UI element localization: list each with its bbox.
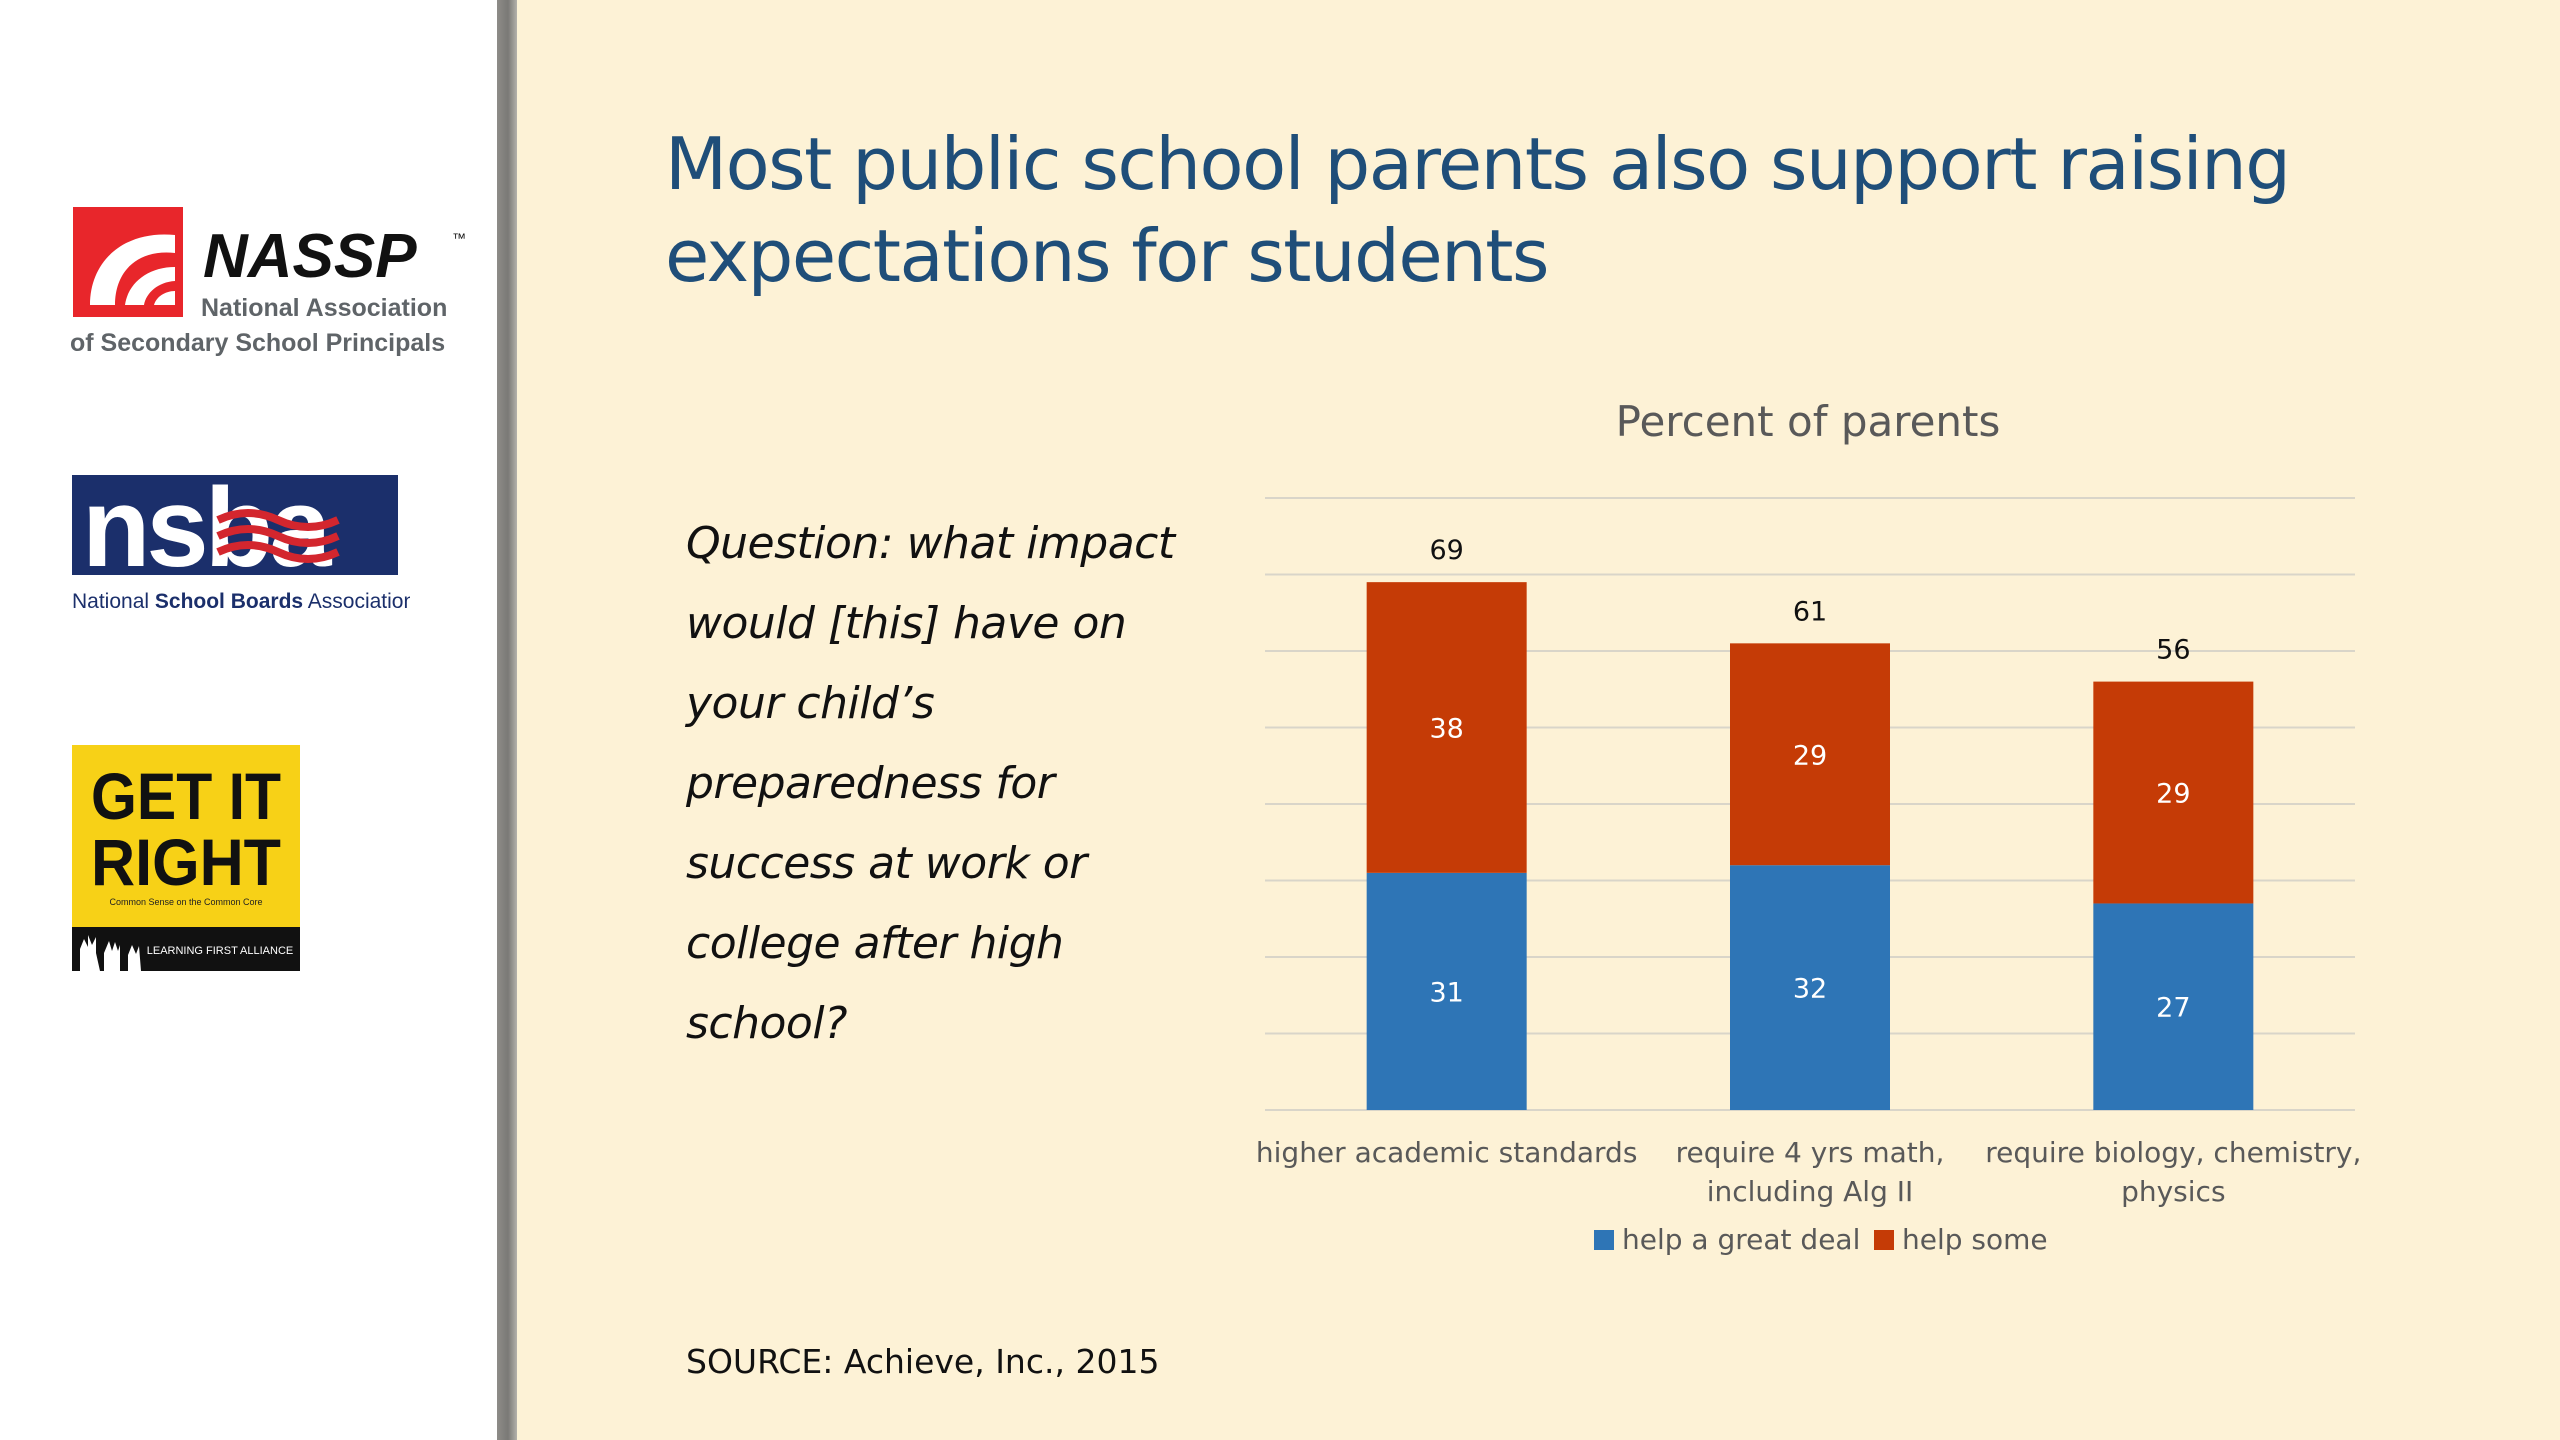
- category-tick-label: higher academic standards: [1256, 1136, 1638, 1169]
- nsba-logo: nsba National School Boards Association: [72, 470, 410, 613]
- raised-hands-icon: [80, 935, 141, 971]
- bar-total-label: 69: [1429, 535, 1463, 566]
- bar-value-label: 31: [1429, 977, 1463, 1008]
- get-it-right-band-text: LEARNING FIRST ALLIANCE: [147, 945, 294, 957]
- chart-title: Percent of parents: [1616, 397, 2001, 446]
- category-tick-label: including Alg II: [1707, 1175, 1914, 1208]
- chart-category-axis: higher academic standards require 4 yrs m…: [1256, 1136, 2362, 1208]
- bar-help-a-great-deal: [1366, 872, 1527, 1110]
- bar-value-label: 38: [1429, 714, 1463, 745]
- slide-title: Most public school parents also support …: [665, 122, 2291, 298]
- get-it-right-line2: RIGHT: [91, 825, 281, 899]
- chart-legend: help a great deal help some: [1594, 1223, 2048, 1256]
- nassp-logo: NASSP ™ National Association of Secondar…: [70, 207, 466, 357]
- bar-value-label: 32: [1793, 974, 1827, 1005]
- get-it-right-logo: GET IT RIGHT Common Sense on the Common …: [72, 745, 300, 971]
- chart-bars: [1366, 582, 2254, 1110]
- nsba-tagline: National School Boards Association: [72, 590, 410, 613]
- bar-total-label: 61: [1793, 596, 1827, 627]
- stacked-bar-chart: Percent of parents 31 38 69 32 29 61 27 29 56 hi…: [1256, 397, 2362, 1256]
- bar-total-label: 56: [2156, 635, 2190, 666]
- bar-help-some: [1366, 582, 1527, 873]
- legend-label: help some: [1902, 1223, 2048, 1256]
- nassp-line1: National Association: [201, 294, 447, 322]
- legend-label: help a great deal: [1622, 1223, 1860, 1256]
- sidebar-divider: [497, 0, 517, 1440]
- survey-question: Question: what impact would [this] have …: [686, 518, 1175, 1049]
- bar-value-label: 27: [2156, 993, 2190, 1024]
- nassp-line2: of Secondary School Principals: [70, 329, 445, 357]
- nsba-wordmark: nsba: [82, 470, 332, 590]
- category-tick-label: require 4 yrs math,: [1676, 1136, 1945, 1169]
- category-tick-label: physics: [2121, 1175, 2225, 1208]
- bar-help-a-great-deal: [1730, 865, 1890, 1110]
- bar-help-some: [2093, 681, 2254, 904]
- chart-data-labels: 31 38 69 32 29 61 27 29 56: [1429, 535, 2190, 1024]
- bar-value-label: 29: [1793, 740, 1827, 771]
- get-it-right-sub: Common Sense on the Common Core: [109, 897, 262, 907]
- nassp-name: NASSP: [203, 222, 417, 291]
- flag-stripes-icon: [216, 509, 340, 563]
- source-note: SOURCE: Achieve, Inc., 2015: [686, 1342, 1160, 1381]
- legend-swatch-help-a-great-deal: [1594, 1230, 1614, 1250]
- nsba-wordmark-box: [72, 475, 398, 575]
- bar-value-label: 29: [2156, 779, 2190, 810]
- bar-help-a-great-deal: [2093, 903, 2254, 1110]
- logo-sidebar: NASSP ™ National Association of Secondar…: [0, 0, 497, 1440]
- get-it-right-line1: GET IT: [91, 759, 281, 833]
- bar-help-some: [1730, 643, 1890, 866]
- legend-swatch-help-some: [1874, 1230, 1894, 1250]
- nassp-tm: ™: [452, 230, 466, 246]
- category-tick-label: require biology, chemistry,: [1985, 1136, 2361, 1169]
